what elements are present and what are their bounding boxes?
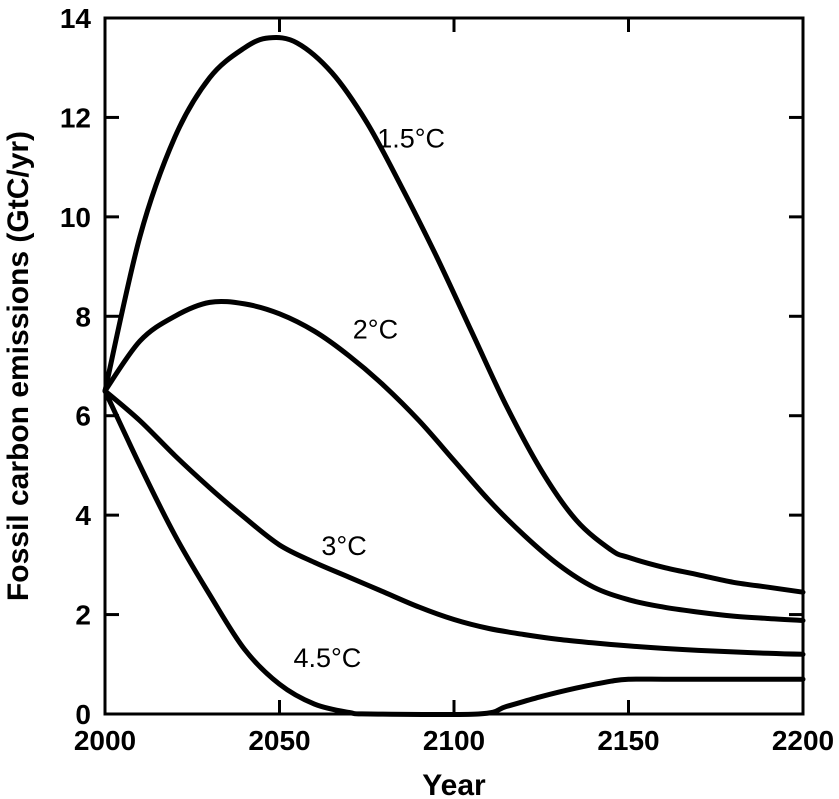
series-annotation-2: 3°C — [321, 531, 366, 561]
axis-tick-labels: 2000 2050 2100 2150 2200 0 2 4 6 8 10 12 14 — [60, 3, 834, 756]
x-axis-label: Year — [422, 769, 486, 799]
series-annotations: 1.5°C 2°C 3°C 4.5°C — [293, 123, 445, 673]
axis-ticks — [103, 16, 805, 716]
y-tick-label: 0 — [75, 699, 91, 730]
x-tick-label: 2050 — [248, 725, 310, 756]
y-axis-label: Fossil carbon emissions (GtC/yr) — [2, 131, 35, 601]
x-tick-label: 2150 — [597, 725, 659, 756]
series-line-2 — [102, 388, 806, 657]
series-annotation-1: 2°C — [353, 315, 398, 345]
y-tick-label: 14 — [60, 3, 92, 34]
y-tick-label: 12 — [60, 102, 91, 133]
y-tick-label: 6 — [75, 401, 91, 432]
series-annotation-0: 1.5°C — [377, 123, 445, 153]
series-line-1 — [102, 298, 806, 623]
y-tick-label: 2 — [75, 600, 91, 631]
y-tick-label: 8 — [75, 301, 91, 332]
series-annotation-3: 4.5°C — [293, 643, 361, 673]
x-tick-label: 2000 — [74, 725, 136, 756]
series-lines — [102, 35, 806, 718]
y-tick-label: 10 — [60, 202, 91, 233]
series-line-0 — [102, 35, 806, 595]
x-tick-label: 2100 — [423, 725, 485, 756]
y-tick-label: 4 — [75, 500, 91, 531]
series-line-3 — [102, 388, 806, 718]
x-tick-label: 2200 — [772, 725, 834, 756]
